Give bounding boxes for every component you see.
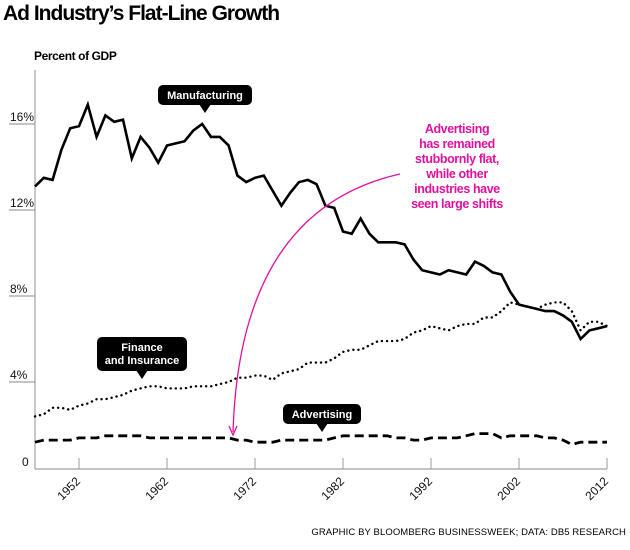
axes bbox=[34, 70, 607, 470]
annotation-line: industries have bbox=[414, 182, 500, 196]
chart-title: Ad Industry’s Flat-Line Growth bbox=[3, 2, 280, 25]
callout-label: and Insurance bbox=[105, 355, 180, 367]
annotation-line: seen large shifts bbox=[411, 197, 503, 211]
x-tick-label: 2012 bbox=[582, 474, 611, 503]
x-tick-label: 1982 bbox=[318, 474, 347, 503]
annotation-line: while other bbox=[426, 167, 488, 181]
y-tick-label: 0 bbox=[22, 455, 29, 469]
annotation-line: stubbornly flat, bbox=[415, 152, 499, 166]
callout-pointer-icon bbox=[199, 104, 211, 113]
y-tick-label: 4% bbox=[10, 368, 28, 382]
y-tick-label: 8% bbox=[10, 282, 28, 296]
annotation-arrowhead-icon bbox=[228, 425, 238, 437]
callout-box bbox=[97, 337, 187, 371]
callout-label: Advertising bbox=[292, 409, 353, 421]
x-tick-label: 1962 bbox=[142, 474, 171, 503]
callout-box bbox=[158, 85, 252, 105]
y-tick-label: 16% bbox=[10, 110, 34, 124]
x-tick-label: 1992 bbox=[406, 474, 435, 503]
x-tick-label: 1972 bbox=[230, 474, 259, 503]
y-tick-label: 12% bbox=[10, 196, 34, 210]
callout-pointer-icon bbox=[136, 370, 148, 379]
annotation-line: has remained bbox=[419, 137, 495, 151]
y-ticks: 0 4% 8% 12% 16% bbox=[9, 110, 35, 469]
series-line-advertising bbox=[34, 432, 607, 446]
series-lines bbox=[33, 100, 609, 446]
callout-label: Manufacturing bbox=[167, 90, 243, 102]
source-credit: GRAPHIC BY BLOOMBERG BUSINESSWEEK; DATA:… bbox=[311, 527, 626, 538]
y-axis-label: Percent of GDP bbox=[34, 49, 117, 63]
series-line-manufacturing bbox=[34, 100, 608, 342]
series-line-finance-and-insurance bbox=[33, 301, 609, 418]
x-tick-label: 2002 bbox=[494, 474, 523, 503]
callout-pointer-icon bbox=[316, 423, 328, 432]
callout-box bbox=[283, 404, 361, 424]
callout-advertising: Advertising bbox=[283, 404, 361, 432]
x-ticks: 1952 1962 1972 1982 1992 2002 2012 bbox=[54, 458, 611, 503]
callout-manufacturing: Manufacturing bbox=[158, 85, 252, 113]
x-tick-label: 1952 bbox=[54, 474, 83, 503]
annotation-line: Advertising bbox=[424, 122, 490, 136]
annotation-text: Advertising has remained stubbornly flat… bbox=[392, 122, 522, 212]
callout-label: Finance bbox=[121, 342, 163, 354]
annotation-arrow bbox=[232, 173, 401, 433]
